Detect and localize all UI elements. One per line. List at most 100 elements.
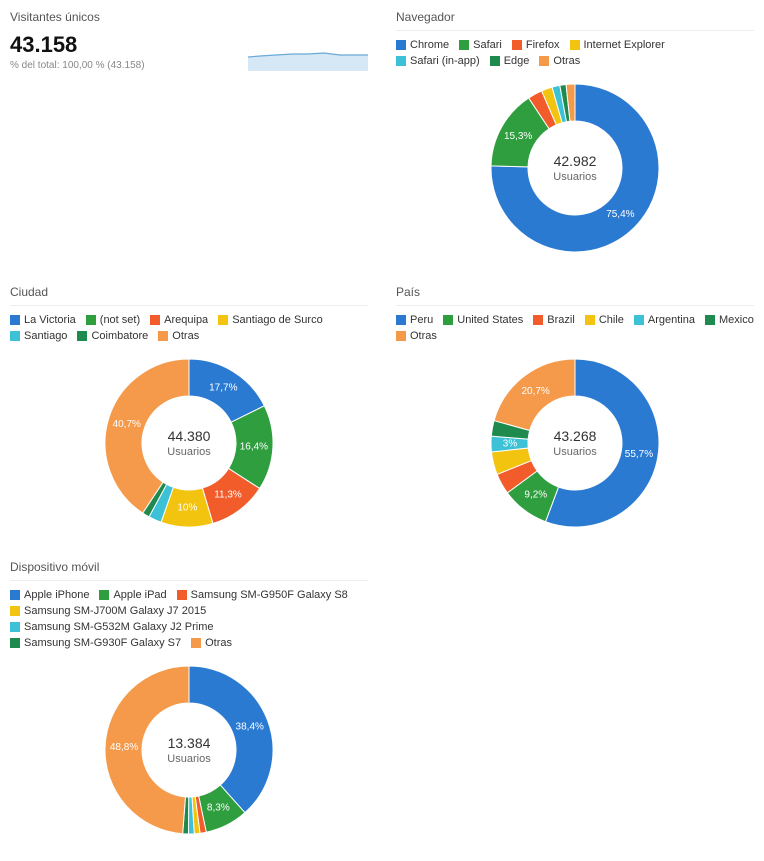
legend-label: Chile (599, 314, 624, 326)
legend-swatch (10, 590, 20, 600)
legend-label: Internet Explorer (584, 39, 665, 51)
legend-label: Firefox (526, 39, 560, 51)
divider (396, 305, 754, 306)
legend-swatch (191, 638, 201, 648)
slice-label: 15,3% (504, 131, 532, 142)
legend-swatch (570, 40, 580, 50)
legend-label: Otras (410, 330, 437, 342)
visitors-sparkline (248, 39, 368, 71)
legend-label: Apple iPhone (24, 589, 89, 601)
legend-swatch (705, 315, 715, 325)
legend-label: Argentina (648, 314, 695, 326)
slice-label: 10% (177, 503, 197, 514)
pais-legend: Peru United States Brazil Chile Argentina Mex… (396, 314, 754, 342)
legend-swatch (396, 331, 406, 341)
slice-label: 3% (503, 438, 518, 449)
legend-item: Coimbatore (77, 330, 148, 342)
legend-swatch (533, 315, 543, 325)
ciudad-title: Ciudad (10, 285, 368, 299)
divider (10, 305, 368, 306)
legend-label: Mexico (719, 314, 754, 326)
slice-label: 75,4% (606, 209, 634, 220)
legend-label: Otras (205, 637, 232, 649)
legend-item: United States (443, 314, 523, 326)
legend-item: Samsung SM-G930F Galaxy S7 (10, 637, 181, 649)
ciudad-center-value: 44.380 (167, 428, 210, 444)
legend-label: Apple iPad (113, 589, 166, 601)
legend-item: Apple iPad (99, 589, 166, 601)
legend-swatch (86, 315, 96, 325)
legend-item: Samsung SM-J700M Galaxy J7 2015 (10, 605, 206, 617)
legend-label: Santiago de Surco (232, 314, 323, 326)
slice-label: 9,2% (524, 489, 547, 500)
legend-swatch (539, 56, 549, 66)
legend-swatch (218, 315, 228, 325)
pais-center-label: Usuarios (553, 446, 596, 458)
legend-label: Arequipa (164, 314, 208, 326)
legend-item: Edge (490, 55, 530, 67)
legend-swatch (443, 315, 453, 325)
legend-item: Samsung SM-G950F Galaxy S8 (177, 589, 348, 601)
legend-swatch (10, 638, 20, 648)
legend-swatch (150, 315, 160, 325)
legend-label: Otras (553, 55, 580, 67)
visitors-value: 43.158 (10, 32, 145, 58)
legend-swatch (10, 331, 20, 341)
legend-swatch (512, 40, 522, 50)
pais-panel: País PeruUnited StatesBrazilChileArgenti… (396, 281, 754, 548)
legend-label: Samsung SM-G950F Galaxy S8 (191, 589, 348, 601)
legend-label: Safari (473, 39, 502, 51)
legend-item: Firefox (512, 39, 560, 51)
pais-donut: 55,7%9,2%3%20,7% 43.268 Usuarios (480, 348, 670, 538)
legend-swatch (177, 590, 187, 600)
legend-swatch (10, 622, 20, 632)
visitors-subtext: % del total: 100,00 % (43.158) (10, 60, 145, 71)
legend-label: Brazil (547, 314, 575, 326)
navegador-center-value: 42.982 (553, 153, 596, 169)
legend-label: Safari (in-app) (410, 55, 480, 67)
legend-item: Brazil (533, 314, 575, 326)
legend-label: Edge (504, 55, 530, 67)
legend-swatch (396, 315, 406, 325)
legend-swatch (10, 315, 20, 325)
navegador-center-label: Usuarios (553, 171, 596, 183)
legend-item: Samsung SM-G532M Galaxy J2 Prime (10, 621, 214, 633)
legend-item: Peru (396, 314, 433, 326)
legend-item: Apple iPhone (10, 589, 89, 601)
legend-item: Otras (539, 55, 580, 67)
legend-item: La Victoria (10, 314, 76, 326)
dispositivo-donut: 38,4%8,3%48,8% 13.384 Usuarios (94, 655, 284, 845)
ciudad-legend: La Victoria (not set) Arequipa Santiago de … (10, 314, 368, 342)
slice-label: 38,4% (236, 721, 264, 732)
navegador-donut: 75,4% 15,3% 42.982 Usuarios (480, 73, 670, 263)
legend-label: Samsung SM-G930F Galaxy S7 (24, 637, 181, 649)
legend-item: Argentina (634, 314, 695, 326)
legend-label: (not set) (100, 314, 140, 326)
visitors-panel: Visitantes únicos 43.158 % del total: 10… (10, 6, 368, 273)
divider (396, 30, 754, 31)
legend-item: Safari (in-app) (396, 55, 480, 67)
slice-label: 48,8% (110, 742, 138, 753)
legend-swatch (634, 315, 644, 325)
slice-label: 11,3% (214, 490, 242, 501)
dispositivo-title: Dispositivo móvil (10, 560, 368, 574)
navegador-legend: ChromeSafariFirefoxInternet ExplorerSafa… (396, 39, 754, 67)
slice-label: 16,4% (240, 441, 268, 452)
legend-swatch (99, 590, 109, 600)
legend-swatch (158, 331, 168, 341)
legend-swatch (10, 606, 20, 616)
pais-center-value: 43.268 (553, 428, 596, 444)
legend-swatch (396, 40, 406, 50)
legend-item: Santiago (10, 330, 67, 342)
slice-label: 8,3% (207, 803, 230, 814)
visitors-metric: 43.158 % del total: 100,00 % (43.158) (10, 30, 145, 71)
legend-item: Santiago de Surco (218, 314, 323, 326)
dispositivo-center-label: Usuarios (167, 753, 210, 765)
legend-label: Peru (410, 314, 433, 326)
slice-label: 40,7% (113, 419, 141, 430)
legend-swatch (490, 56, 500, 66)
legend-swatch (77, 331, 87, 341)
divider (10, 580, 368, 581)
legend-item: Mexico (705, 314, 754, 326)
legend-label: Coimbatore (91, 330, 148, 342)
